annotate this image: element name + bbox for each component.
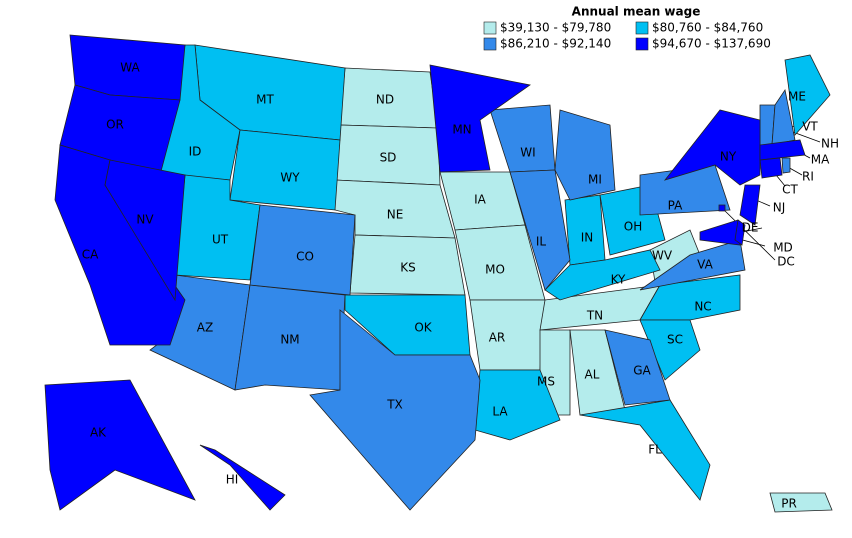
state-label: OK: [414, 321, 432, 335]
state-label: VA: [697, 258, 713, 272]
state: [469, 299, 546, 371]
state-label: AL: [585, 368, 600, 382]
state: [199, 444, 286, 511]
state-label: SD: [380, 151, 397, 165]
legend-swatch: [483, 21, 497, 35]
state-label: GA: [633, 364, 651, 378]
state-label: OH: [624, 220, 642, 234]
state: [781, 157, 791, 174]
legend-swatch: [635, 37, 649, 51]
state: [759, 139, 806, 161]
state-label: DC: [777, 255, 795, 269]
state-label: KY: [611, 273, 626, 287]
state: [104, 159, 186, 302]
state-label: OR: [106, 118, 124, 132]
state-label: HI: [226, 473, 239, 487]
state: [769, 492, 833, 513]
state-label: NJ: [773, 201, 786, 215]
state: [739, 184, 761, 226]
state-label: ID: [189, 145, 202, 159]
state: [309, 309, 481, 511]
state-label: NE: [387, 208, 404, 222]
state: [759, 157, 783, 179]
legend-label: $86,210 - $92,140: [500, 37, 611, 51]
state-label: CO: [296, 250, 314, 264]
state-label: MT: [256, 93, 274, 107]
state-label: DE: [742, 221, 759, 235]
state: [604, 329, 671, 406]
state-label: NC: [694, 300, 711, 314]
state-label: KS: [400, 261, 416, 275]
state-label: IA: [474, 193, 487, 207]
legend-label: $94,670 - $137,690: [652, 37, 771, 51]
state: [59, 84, 181, 176]
state-label: MA: [811, 153, 830, 167]
state-label: AZ: [197, 321, 213, 335]
state-label: WI: [520, 146, 535, 160]
state-label: UT: [212, 233, 229, 247]
state-label: IL: [536, 235, 547, 249]
state-label: AR: [489, 331, 506, 345]
state-label: SC: [667, 333, 683, 347]
state-label: FL: [648, 443, 662, 457]
state-label: NY: [720, 150, 737, 164]
state-label: MO: [485, 263, 505, 277]
state-label: MI: [588, 173, 602, 187]
state: [489, 104, 556, 173]
state: [429, 64, 531, 173]
state-label: MN: [452, 123, 471, 137]
state: [718, 204, 726, 212]
state-label: PA: [668, 199, 683, 213]
state-label: RI: [802, 170, 814, 184]
legend-label: $80,760 - $84,760: [652, 21, 763, 35]
state: [579, 399, 711, 501]
state: [544, 249, 661, 301]
state-label: IN: [581, 231, 594, 245]
state-label: TN: [586, 309, 603, 323]
state-label: WV: [652, 249, 673, 263]
state: [663, 109, 761, 186]
state-label: CA: [82, 248, 99, 262]
state-label: CT: [782, 183, 798, 197]
state-label: VT: [802, 120, 818, 134]
state-label: TX: [386, 398, 403, 412]
state: [249, 204, 356, 296]
state-label: NH: [821, 137, 839, 151]
state-label: AK: [90, 426, 107, 440]
legend-swatch: [483, 37, 497, 51]
state: [771, 88, 796, 146]
state-label: ND: [376, 93, 394, 107]
state-label: WA: [120, 61, 140, 75]
state-label: PR: [781, 497, 797, 511]
legend-label: $39,130 - $79,780: [500, 21, 611, 35]
state: [234, 284, 346, 391]
state-label: ME: [788, 90, 806, 104]
legend-swatch: [635, 21, 649, 35]
state: [699, 219, 741, 246]
state-label: NM: [280, 333, 299, 347]
state: [554, 109, 616, 201]
state: [509, 169, 571, 291]
state-label: MS: [537, 375, 555, 389]
state: [44, 379, 196, 511]
legend-title: Annual mean wage: [572, 5, 701, 19]
state-label: NV: [136, 213, 154, 227]
state-label: LA: [492, 405, 508, 419]
state-label: MD: [773, 241, 793, 255]
state: [784, 54, 831, 136]
state: [229, 129, 341, 211]
state-label: WY: [280, 171, 300, 185]
state: [734, 219, 746, 246]
